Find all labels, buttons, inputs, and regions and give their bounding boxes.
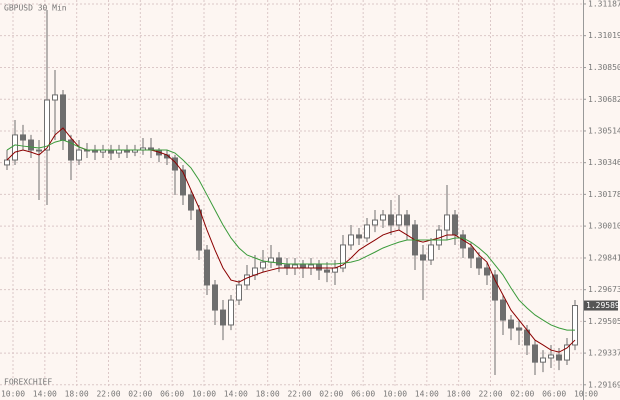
candle-body	[60, 94, 66, 141]
candle-body	[404, 214, 410, 226]
current-price-label: 1.29589	[586, 301, 620, 310]
candle-body	[28, 139, 34, 151]
grid	[0, 0, 583, 388]
candle-body	[500, 299, 506, 321]
candle-body	[420, 254, 426, 261]
candle-body	[188, 194, 194, 211]
candle-body	[380, 214, 386, 221]
candle-body	[556, 354, 562, 361]
candle-body	[276, 257, 282, 266]
candle-body	[540, 357, 546, 363]
y-tick-label: 1.30178	[588, 190, 620, 199]
x-tick-label: 18:00	[65, 390, 89, 399]
candle-body	[228, 299, 234, 326]
candle-body	[52, 94, 58, 101]
candle-body	[428, 244, 434, 261]
x-tick-label: 10:00	[574, 390, 598, 399]
y-tick-label: 1.29169	[588, 380, 620, 389]
y-tick-label: 1.29337	[588, 349, 620, 358]
watermark: FOREXCHIEF	[4, 378, 52, 387]
candle-body	[452, 214, 458, 236]
x-tick-label: 14:00	[33, 390, 57, 399]
x-tick-label: 18:00	[447, 390, 471, 399]
x-tick-label: 18:00	[256, 390, 280, 399]
candle-body	[324, 269, 330, 273]
y-tick-label: 1.31019	[588, 31, 620, 40]
candle-body	[356, 234, 362, 239]
candle-body	[172, 157, 178, 171]
plot-area	[4, 10, 578, 375]
x-tick-label: 14:00	[224, 390, 248, 399]
candle-body	[516, 327, 522, 331]
candle-body	[220, 309, 226, 326]
x-tick-label: 06:00	[542, 390, 566, 399]
candle-body	[444, 214, 450, 231]
chart-title: GBPUSD 30 Min	[4, 4, 67, 13]
x-tick-label: 06:00	[351, 390, 375, 399]
y-tick-label: 1.30682	[588, 95, 620, 104]
candle-body	[244, 274, 250, 286]
candle-body	[68, 139, 74, 161]
current-price-box	[584, 300, 618, 311]
y-tick-label: 1.29841	[588, 253, 620, 262]
x-tick-label: 14:00	[415, 390, 439, 399]
x-tick-label: 06:00	[160, 390, 184, 399]
candle-body	[212, 284, 218, 311]
x-tick-label: 22:00	[287, 390, 311, 399]
candle-body	[476, 257, 482, 269]
candle-body	[492, 274, 498, 301]
candle-body	[372, 219, 378, 226]
y-tick-label: 1.30850	[588, 63, 620, 72]
x-tick-label: 10:00	[1, 390, 25, 399]
x-tick-label: 02:00	[128, 390, 152, 399]
y-tick-label: 1.30346	[588, 158, 620, 167]
candle-body	[204, 249, 210, 286]
candle-body	[20, 134, 26, 141]
x-tick-label: 02:00	[510, 390, 534, 399]
candle-body	[44, 99, 50, 151]
y-tick-label: 1.30514	[588, 126, 620, 135]
candle-body	[4, 159, 10, 166]
y-tick-label: 1.31187	[588, 0, 620, 8]
moving-average-line	[6, 139, 575, 331]
candle-body	[236, 284, 242, 301]
x-tick-label: 10:00	[192, 390, 216, 399]
candle-body	[508, 319, 514, 329]
x-tick-label: 02:00	[319, 390, 343, 399]
candle-body	[396, 214, 402, 226]
candle-body	[572, 305, 578, 346]
candle-body	[340, 244, 346, 269]
candle-body	[364, 224, 370, 239]
candle-body	[332, 267, 338, 273]
y-tick-label: 1.30010	[588, 222, 620, 231]
y-tick-label: 1.29505	[588, 317, 620, 326]
candle-body	[388, 214, 394, 226]
candle-body	[12, 134, 18, 161]
x-tick-label: 22:00	[96, 390, 120, 399]
y-tick-label: 1.29673	[588, 285, 620, 294]
candle-body	[76, 149, 82, 161]
candle-body	[348, 234, 354, 246]
candle-body	[36, 149, 42, 152]
candle-body	[468, 247, 474, 259]
candle-body	[532, 344, 538, 363]
candle-body	[196, 209, 202, 251]
x-tick-label: 22:00	[478, 390, 502, 399]
candle-body	[260, 261, 266, 269]
candle-body	[548, 354, 554, 359]
x-tick-label: 10:00	[383, 390, 407, 399]
candle-body	[180, 169, 186, 196]
candle-body	[484, 267, 490, 276]
candle-body	[564, 344, 570, 361]
